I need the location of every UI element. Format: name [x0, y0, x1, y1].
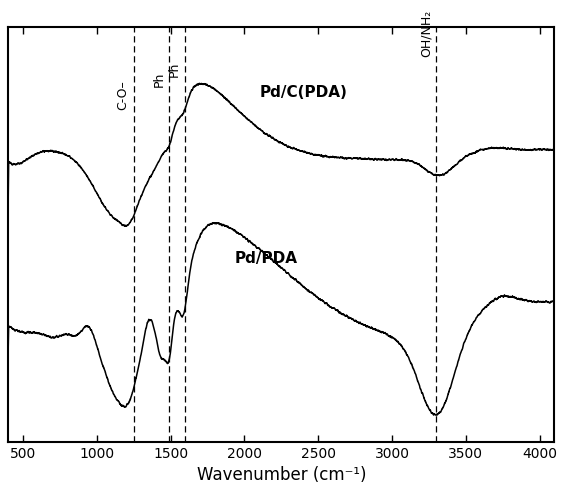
Text: OH/NH₂: OH/NH₂ [420, 10, 433, 57]
Text: Ph: Ph [153, 71, 166, 87]
Text: Ph: Ph [168, 61, 181, 77]
Text: Pd/C(PDA): Pd/C(PDA) [260, 85, 348, 100]
Text: C-O–: C-O– [116, 80, 129, 110]
X-axis label: Wavenumber (cm⁻¹): Wavenumber (cm⁻¹) [197, 466, 366, 484]
Text: Pd/PDA: Pd/PDA [235, 251, 298, 266]
